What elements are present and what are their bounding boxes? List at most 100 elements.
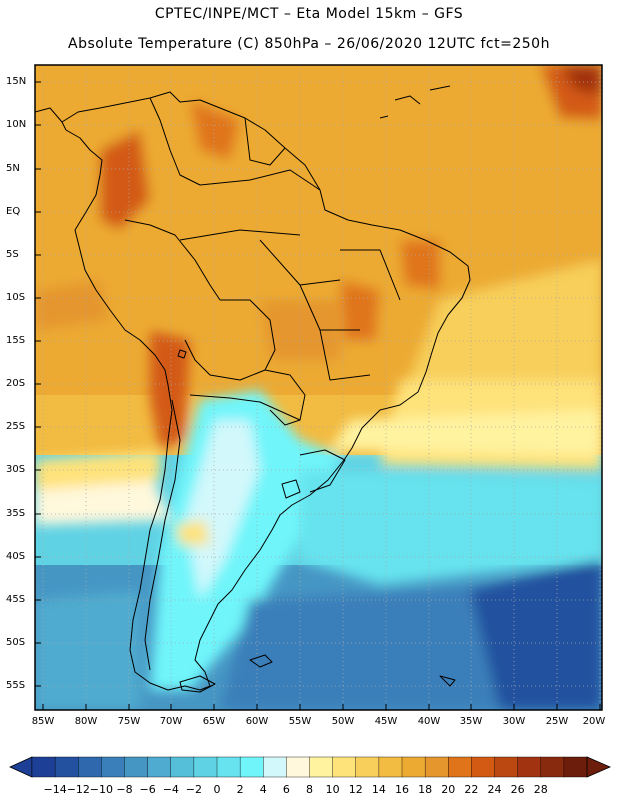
- andes-warm-central: [150, 330, 190, 450]
- border-colombia-venezuela: [149, 97, 201, 186]
- border-guianas: [244, 117, 286, 166]
- colorbar-cell: [332, 756, 357, 778]
- border-chile-argentina: [144, 399, 181, 671]
- colorbar-label: −8: [116, 783, 133, 796]
- colorbar-cell: [401, 756, 426, 778]
- title-line-1: CPTEC/INPE/MCT – Eta Model 15km – GFS: [154, 6, 464, 22]
- cold-plume-core: [185, 420, 260, 600]
- colorbar-label: 4: [259, 783, 267, 796]
- colorbar-cell: [170, 756, 195, 778]
- colorbar-cell: [78, 756, 102, 778]
- colorbar-cell: [239, 756, 264, 778]
- lon-label: 30W: [502, 716, 526, 727]
- lagoa-dos-patos: [281, 479, 301, 499]
- colorbar-cell: [471, 756, 496, 778]
- colorbar-label: −6: [139, 783, 156, 796]
- lat-label: 25S: [6, 421, 26, 432]
- lon-label: 40W: [417, 716, 441, 727]
- venezuela-warm: [190, 100, 240, 160]
- colorbar-cell: [494, 756, 519, 778]
- colorbar-label: −12: [66, 783, 90, 796]
- lon-label: 35W: [459, 716, 483, 727]
- colorbar-label: −14: [43, 783, 67, 796]
- colorbar-cell: [286, 756, 311, 778]
- map-frame: [34, 64, 603, 711]
- midlat-cyan: [300, 470, 602, 585]
- lat-label: EQ: [6, 206, 21, 217]
- colorbar-cell: [216, 756, 241, 778]
- colorbar-cell: [355, 756, 380, 778]
- colorbar-label: −2: [185, 783, 202, 796]
- atlantic-pale: [330, 410, 602, 455]
- colorbar-cell: [424, 756, 449, 778]
- lat-label: 30S: [6, 464, 26, 475]
- colorbar-cell: [309, 756, 334, 778]
- lat-label: 10S: [6, 292, 26, 303]
- lat-label: 50S: [6, 637, 26, 648]
- lat-label: 5N: [6, 163, 20, 174]
- lon-label: 70W: [159, 716, 183, 727]
- andes-warm-north: [100, 130, 150, 230]
- colorbar-cell: [31, 756, 56, 778]
- colorbar-label: 6: [282, 783, 290, 796]
- lon-label: 50W: [331, 716, 355, 727]
- lon-label: 45W: [374, 716, 398, 727]
- colorbar-label: 16: [395, 783, 409, 796]
- lon-label: 25W: [545, 716, 569, 727]
- central-america: [35, 107, 63, 123]
- southern-blue-deep: [470, 560, 602, 710]
- colorbar-cell: [540, 756, 565, 778]
- lat-label: 15N: [6, 76, 27, 87]
- colorbar: [9, 756, 612, 778]
- lat-label: 10N: [6, 119, 27, 130]
- lon-label: 80W: [74, 716, 98, 727]
- grid-lines: [35, 65, 602, 710]
- lon-label: 60W: [245, 716, 269, 727]
- caribbean-islands: [379, 85, 451, 119]
- cold-plume-land: [150, 390, 340, 690]
- argentina-warm-spot: [175, 520, 210, 545]
- brazil-warm-ne: [400, 240, 440, 290]
- colorbar-cell: [448, 756, 472, 778]
- lat-label: 5S: [6, 249, 19, 260]
- warm-ne-plume: [560, 65, 602, 95]
- colorbar-cell: [563, 756, 588, 778]
- coastlines: [35, 85, 471, 693]
- colorbar-label: 10: [325, 783, 340, 796]
- pacific-warm-patch: [35, 280, 110, 330]
- lon-label: 55W: [288, 716, 312, 727]
- border-uruguay: [299, 449, 346, 493]
- colorbar-label: −4: [162, 783, 179, 796]
- lon-label: 85W: [31, 716, 55, 727]
- colorbar-label: 28: [533, 783, 548, 796]
- border-peru-brazil: [124, 219, 221, 301]
- colorbar-cell: [147, 756, 172, 778]
- tierra-del-fuego: [179, 675, 216, 693]
- colorbar-cell: [517, 756, 542, 778]
- colorbar-label: 26: [510, 783, 525, 796]
- lake-titicaca: [177, 349, 187, 359]
- colorbar-arrow-left: [9, 756, 33, 778]
- border-amazon-north: [199, 169, 321, 191]
- colorbar-label: −10: [89, 783, 113, 796]
- colorbar-label: 0: [213, 783, 221, 796]
- axis-ticks: [35, 81, 601, 710]
- lon-label: 75W: [117, 716, 141, 727]
- south-pacific-blue: [35, 590, 140, 710]
- colorbar-label: 22: [464, 783, 479, 796]
- colorbar-label: 8: [306, 783, 313, 796]
- colorbar-label: 12: [348, 783, 363, 796]
- lat-label: 35S: [6, 508, 26, 519]
- lon-label: 65W: [202, 716, 226, 727]
- lat-label: 45S: [6, 594, 26, 605]
- lat-label: 20S: [6, 378, 26, 389]
- temperature-field: [35, 65, 602, 710]
- lat-label: 55S: [6, 680, 26, 691]
- colorbar-cell: [54, 756, 79, 778]
- colorbar-label: 20: [441, 783, 456, 796]
- colorbar-label: 18: [418, 783, 433, 796]
- lat-label: 40S: [6, 551, 26, 562]
- lat-label: 15S: [6, 335, 26, 346]
- colorbar-arrow-right: [586, 756, 612, 778]
